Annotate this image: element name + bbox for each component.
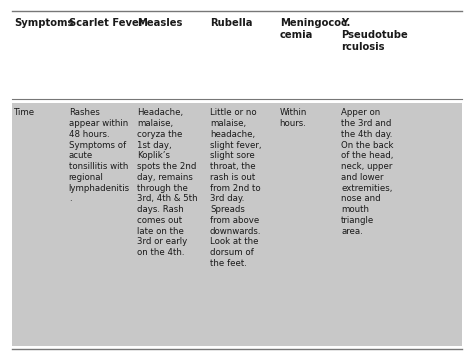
- Text: Symptoms: Symptoms: [14, 18, 73, 28]
- Text: Meningococ
cemia: Meningococ cemia: [280, 18, 346, 40]
- Text: Headache,
malaise,
coryza the
1st day,
Koplik’s
spots the 2nd
day, remains
throu: Headache, malaise, coryza the 1st day, K…: [137, 108, 198, 257]
- Text: Little or no
malaise,
headache,
slight fever,
slight sore
throat, the
rash is ou: Little or no malaise, headache, slight f…: [210, 108, 262, 268]
- Text: Measles: Measles: [137, 18, 183, 28]
- Bar: [12, 103, 462, 346]
- Text: Within
hours.: Within hours.: [280, 108, 307, 128]
- Text: Rubella: Rubella: [210, 18, 253, 28]
- Text: Apper on
the 3rd and
the 4th day.
On the back
of the head,
neck, upper
and lower: Apper on the 3rd and the 4th day. On the…: [341, 108, 394, 235]
- Text: Y.
Pseudotube
rculosis: Y. Pseudotube rculosis: [341, 18, 408, 53]
- Text: Scarlet Fever: Scarlet Fever: [69, 18, 144, 28]
- Bar: [12, 11, 462, 99]
- Text: Time: Time: [14, 108, 36, 117]
- Text: Rashes
appear within
48 hours.
Symptoms of
acute
tonsillitis with
regional
lymph: Rashes appear within 48 hours. Symptoms …: [69, 108, 130, 203]
